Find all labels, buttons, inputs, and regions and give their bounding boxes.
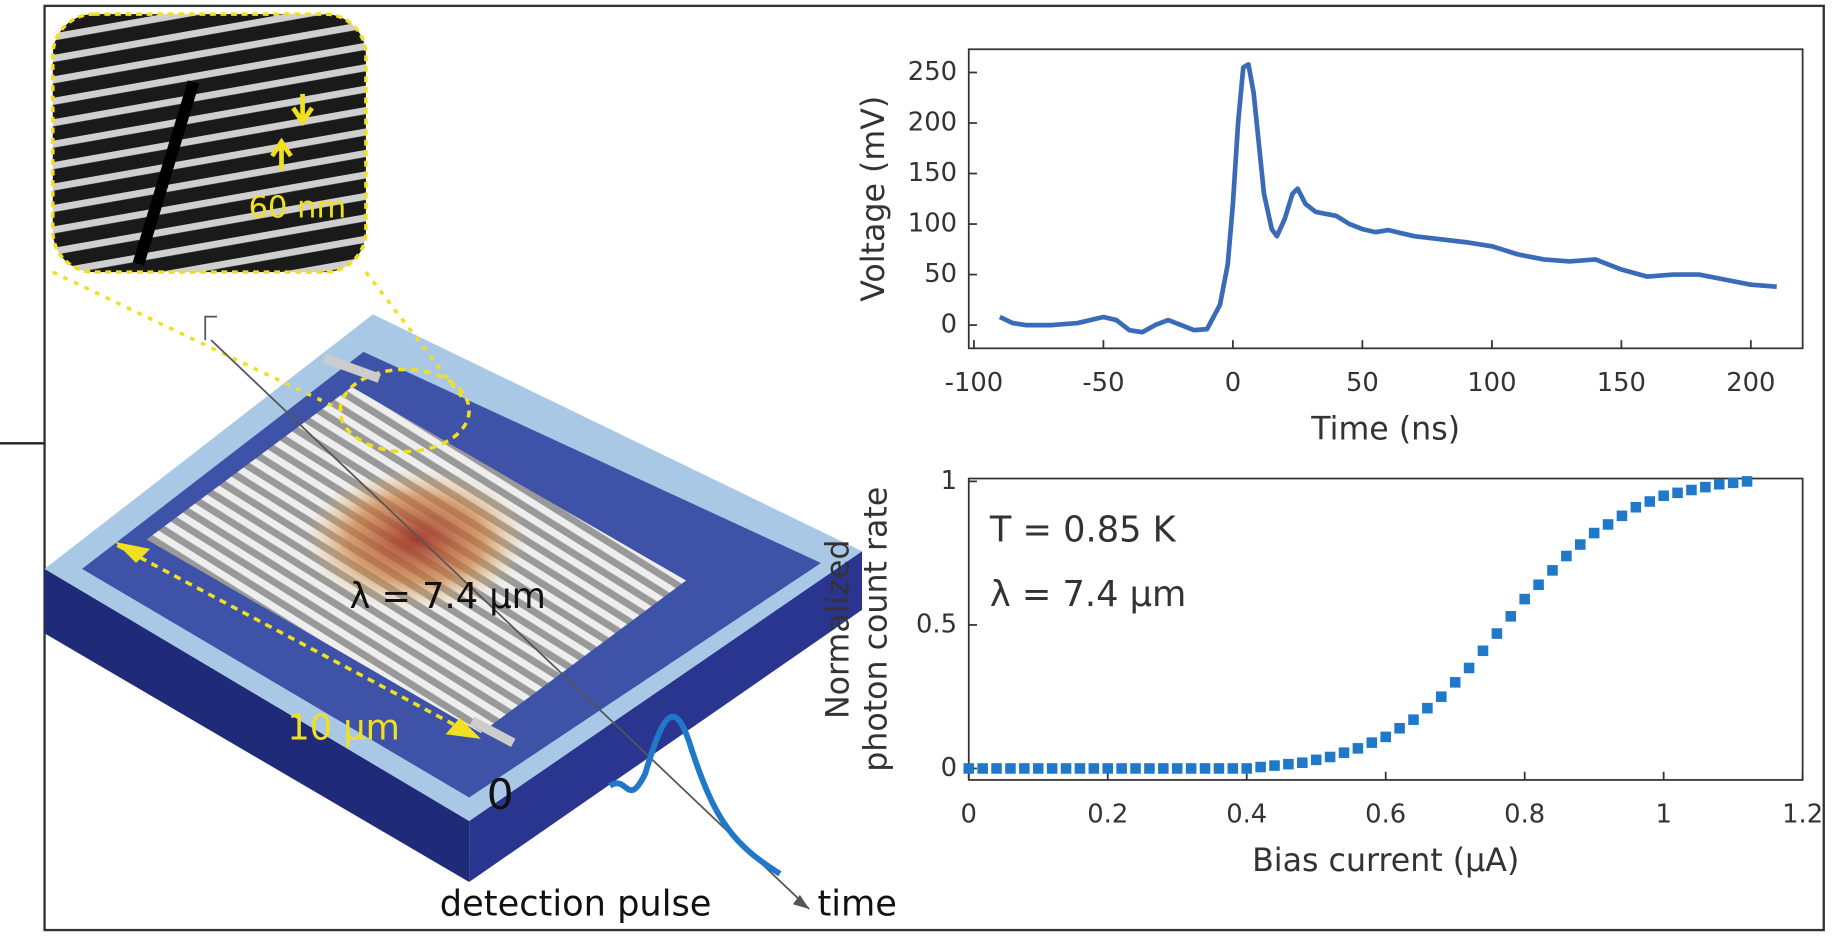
wavelength-label: λ = 7.4 µm [350, 576, 546, 617]
data-point [1408, 714, 1419, 725]
x-tick-label: 150 [1597, 368, 1646, 398]
y-tick-label: 50 [924, 259, 957, 289]
x-tick-label: 200 [1726, 368, 1775, 398]
data-point [1032, 763, 1044, 774]
data-point [1310, 754, 1322, 766]
data-point [1686, 484, 1697, 496]
width-label: 10 µm [287, 708, 400, 749]
x-tick-label: 0.4 [1226, 800, 1267, 830]
pulse-label: detection pulse [440, 883, 712, 924]
data-point [1741, 476, 1753, 487]
data-point [1547, 565, 1558, 576]
data-point [1102, 763, 1114, 774]
y-tick-label: 250 [908, 57, 957, 87]
scale-label: 60 nm [249, 190, 346, 225]
data-point [1269, 760, 1280, 771]
data-point [1283, 758, 1294, 770]
x-tick-label: 0.2 [1087, 800, 1128, 830]
data-point [1477, 645, 1489, 657]
plot-frame [967, 48, 1804, 350]
x-tick-label: 50 [1346, 368, 1379, 398]
data-line [998, 62, 1777, 335]
data-point [1519, 593, 1530, 605]
data-point [1588, 527, 1600, 539]
x-tick-label: 1 [1655, 800, 1671, 830]
y-axis-label: Voltage (mV) [856, 96, 892, 302]
data-point [1185, 763, 1197, 774]
data-point [1130, 763, 1141, 774]
y-tick-label: 200 [908, 108, 957, 138]
data-point [977, 763, 988, 774]
data-point [1338, 747, 1350, 758]
data-point [1644, 496, 1656, 507]
data-point [1616, 510, 1628, 522]
y-axis-label: Normalized [821, 539, 857, 719]
data-point [1046, 763, 1058, 774]
data-point [1713, 478, 1725, 490]
data-point [1352, 743, 1364, 754]
data-point [1505, 611, 1517, 622]
data-point [1005, 763, 1016, 774]
data-point [1227, 763, 1239, 774]
y-axis-label: photon count rate [858, 487, 894, 772]
x-axis-label: Time (ns) [1310, 411, 1460, 447]
data-point [1727, 477, 1739, 489]
data-point [991, 763, 1002, 774]
data-point [1561, 550, 1572, 562]
data-point [1060, 763, 1072, 774]
time-label: time [817, 883, 896, 924]
x-axis-label: Bias current (μA) [1252, 843, 1519, 879]
data-point [1533, 579, 1544, 591]
data-point [1658, 490, 1669, 502]
data-point [1255, 761, 1266, 773]
annotation: T = 0.85 K [989, 509, 1177, 550]
data-point [1241, 763, 1252, 774]
x-tick-label: 0.6 [1365, 800, 1406, 830]
x-tick-label: 100 [1467, 368, 1516, 398]
x-tick-label: 0.8 [1504, 800, 1545, 830]
device-diagram: 60 nm λ = 7.4 µm 10 µm 0 detection pulse… [44, 12, 897, 924]
data-point [1602, 519, 1614, 530]
data-point [1171, 763, 1183, 774]
data-point [1574, 539, 1586, 550]
data-point [1324, 751, 1336, 763]
data-point [1630, 501, 1642, 513]
y-tick-label: 0 [941, 310, 957, 340]
y-tick-label: 1 [941, 466, 957, 496]
data-point [1700, 481, 1711, 493]
data-point [1088, 763, 1100, 774]
data-point [1158, 763, 1169, 774]
data-point [1199, 763, 1211, 774]
x-tick-label: 0 [1225, 368, 1241, 398]
data-point [1463, 662, 1475, 674]
data-point [1380, 731, 1391, 743]
data-point [1436, 691, 1447, 702]
x-tick-label: 0 [961, 800, 977, 830]
data-point [1116, 763, 1127, 774]
data-point [1074, 763, 1086, 774]
data-point [1366, 737, 1378, 748]
data-point [1672, 487, 1683, 499]
annotation: λ = 7.4 μm [990, 574, 1186, 615]
y-tick-label: 100 [908, 209, 957, 239]
data-point [1213, 763, 1225, 774]
y-tick-label: 0 [941, 753, 957, 783]
y-tick-label: 150 [908, 158, 957, 188]
data-point [1297, 757, 1308, 768]
data-point [963, 763, 975, 774]
origin-label: 0 [487, 770, 514, 819]
data-point [1394, 722, 1405, 734]
data-point [1019, 763, 1030, 774]
data-point [1491, 628, 1503, 639]
x-tick-label: -100 [945, 368, 1004, 398]
x-tick-label: 1.2 [1782, 800, 1823, 830]
data-point [1144, 763, 1155, 774]
data-point [1422, 702, 1433, 714]
frame [43, 4, 1825, 932]
data-point [1449, 677, 1461, 688]
y-tick-label: 0.5 [916, 609, 957, 639]
x-tick-label: -50 [1082, 368, 1124, 398]
